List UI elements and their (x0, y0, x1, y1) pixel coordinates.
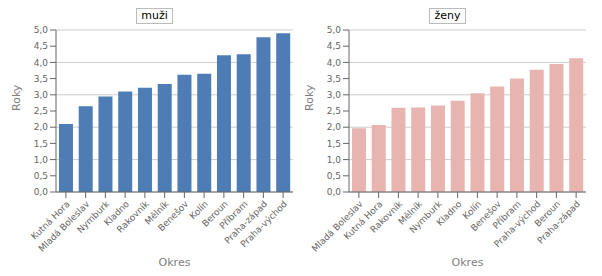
svg-text:2,5: 2,5 (34, 106, 48, 116)
svg-text:Kutná Hora: Kutná Hora (341, 198, 385, 242)
html-text:ženy: ženy (434, 9, 461, 22)
svg-text:2,0: 2,0 (327, 122, 342, 132)
svg-text:Beroun: Beroun (200, 198, 230, 229)
svg-text:Mladá Boleslav: Mladá Boleslav (36, 198, 92, 254)
svg-text:Mělník: Mělník (142, 198, 171, 227)
svg-text:0,0: 0,0 (327, 187, 342, 197)
svg-text:3,0: 3,0 (34, 90, 49, 100)
svg-text:3,5: 3,5 (34, 74, 48, 84)
html-text:muži: muži (141, 9, 168, 22)
svg-text:Praha-východ: Praha-východ (492, 198, 543, 250)
svg-text:Rakovník: Rakovník (114, 198, 151, 235)
svg-text:Benešov: Benešov (468, 198, 504, 234)
svg-text:Mělník: Mělník (396, 198, 425, 227)
svg-text:0,5: 0,5 (327, 171, 341, 181)
svg-text:1,5: 1,5 (34, 139, 48, 149)
svg-text:Roky: Roky (10, 84, 23, 111)
svg-text:4,0: 4,0 (34, 58, 49, 68)
svg-text:5,0: 5,0 (34, 25, 49, 35)
svg-text:Praha-západ: Praha-západ (535, 199, 582, 246)
svg-text:Beroun: Beroun (532, 198, 563, 229)
svg-text:Rakovník: Rakovník (368, 198, 405, 235)
svg-text:0,0: 0,0 (34, 187, 49, 197)
svg-text:2,0: 2,0 (34, 122, 49, 132)
svg-text:4,0: 4,0 (327, 58, 342, 68)
svg-text:3,0: 3,0 (327, 90, 342, 100)
svg-text:Roky: Roky (303, 84, 316, 111)
svg-text:1,0: 1,0 (34, 155, 49, 165)
svg-text:3,5: 3,5 (327, 74, 341, 84)
svg-text:Příbram: Příbram (490, 198, 523, 231)
svg-text:Kladno: Kladno (435, 199, 464, 228)
svg-text:0,5: 0,5 (34, 171, 48, 181)
svg-text:Kolín: Kolín (187, 198, 211, 222)
svg-text:Praha-západ: Praha-západ (222, 198, 270, 246)
svg-text:Mladá Boleslav: Mladá Boleslav (309, 198, 365, 254)
svg-text:Nymburk: Nymburk (75, 198, 112, 235)
svg-text:1,5: 1,5 (327, 139, 341, 149)
svg-text:Okres: Okres (452, 256, 484, 266)
svg-text:5,0: 5,0 (327, 25, 342, 35)
svg-text:Praha-východ: Praha-východ (239, 199, 289, 249)
svg-text:Kutná Hora: Kutná Hora (29, 198, 72, 242)
svg-text:Okres: Okres (159, 256, 191, 266)
svg-text:Kladno: Kladno (102, 198, 132, 228)
svg-text:Nymburk: Nymburk (407, 198, 444, 235)
svg-text:4,5: 4,5 (34, 41, 48, 51)
svg-text:4,5: 4,5 (327, 41, 341, 51)
svg-text:Benešov: Benešov (156, 198, 191, 233)
svg-text:Příbram: Příbram (217, 198, 250, 231)
svg-text:1,0: 1,0 (327, 155, 342, 165)
svg-text:2,5: 2,5 (327, 106, 341, 116)
svg-text:Kolín: Kolín (460, 198, 484, 222)
